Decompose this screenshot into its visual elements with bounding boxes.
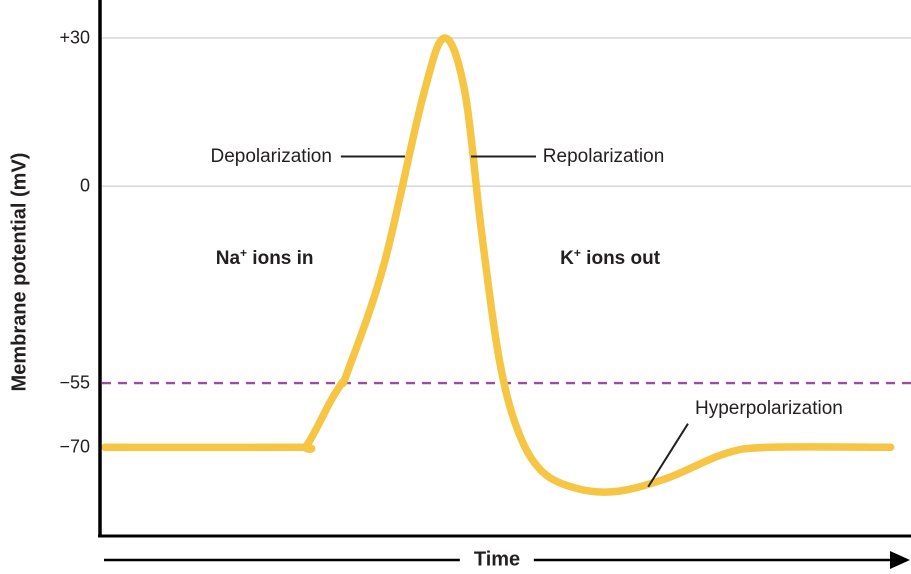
curve-group	[101, 34, 895, 496]
hyperpolarization-leader-line	[647, 423, 689, 488]
annotation-lines-group	[340, 155, 689, 488]
k-label-base: K	[560, 247, 574, 269]
y-tick-label: −70	[59, 436, 90, 457]
hyperpolarization-label: Hyperpolarization	[695, 397, 843, 419]
time-axis-arrowhead	[890, 551, 910, 569]
x-axis-title: Time	[459, 548, 535, 572]
na-ions-in-label: Na+ ions in	[216, 246, 314, 270]
na-label-rest: ions in	[247, 247, 314, 269]
y-tick-label: +30	[59, 27, 90, 48]
depolarization-label: Depolarization	[210, 145, 332, 167]
k-label-superscript: +	[573, 245, 581, 260]
k-ions-out-label: K+ ions out	[560, 246, 660, 270]
repolarization-label: Repolarization	[542, 145, 665, 167]
y-tick-label: 0	[79, 175, 90, 196]
na-label-base: Na	[215, 247, 241, 269]
y-tick-label: −55	[59, 372, 90, 393]
k-label-rest: ions out	[580, 247, 661, 269]
y-axis-title: Membrane potential (mV)	[8, 152, 31, 392]
na-label-superscript: +	[240, 245, 248, 260]
gridlines-group	[102, 37, 911, 187]
membrane-potential-curve	[101, 34, 895, 496]
